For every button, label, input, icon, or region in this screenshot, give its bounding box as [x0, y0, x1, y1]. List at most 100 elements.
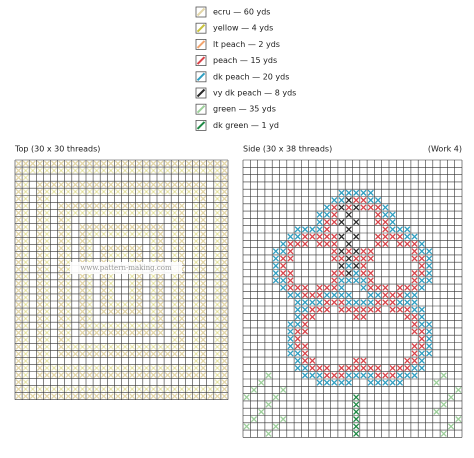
stitch — [36, 343, 43, 350]
stitch — [114, 343, 121, 350]
stitch — [171, 273, 178, 280]
stitch — [323, 240, 331, 248]
stitch — [114, 188, 121, 195]
stitch — [114, 301, 121, 308]
stitch — [65, 273, 72, 280]
stitch — [58, 231, 65, 238]
stitch — [58, 322, 65, 329]
stitch — [214, 301, 221, 308]
stitch — [157, 167, 164, 174]
stitch — [367, 189, 374, 196]
stitch — [93, 343, 100, 350]
stitch — [86, 301, 93, 308]
stitch — [150, 188, 157, 195]
stitch — [22, 287, 29, 294]
stitch — [93, 231, 100, 238]
stitch — [22, 252, 29, 259]
stitch — [150, 223, 157, 230]
legend-stitch — [196, 56, 206, 65]
stitch — [171, 301, 178, 308]
stitch — [15, 379, 22, 386]
stitch — [22, 294, 29, 301]
stitch — [65, 343, 72, 350]
stitch — [22, 231, 29, 238]
stitch — [36, 181, 43, 188]
stitch — [214, 174, 221, 181]
stitch — [214, 231, 221, 238]
stitch — [15, 280, 22, 287]
stitch — [107, 294, 114, 301]
stitch — [43, 231, 50, 238]
stitch — [171, 343, 178, 350]
stitch — [136, 343, 143, 350]
stitch — [157, 188, 164, 195]
stitch — [171, 308, 178, 315]
stitch — [338, 270, 345, 277]
stitch — [65, 301, 72, 308]
stitch — [345, 364, 352, 372]
stitch — [150, 280, 157, 287]
stitch — [157, 343, 164, 350]
stitch — [404, 306, 411, 313]
stitch — [171, 209, 178, 216]
stitch — [157, 188, 164, 195]
stitch — [345, 197, 352, 204]
stitch — [214, 294, 221, 301]
stitch — [65, 308, 72, 315]
stitch — [171, 372, 178, 379]
stitch — [79, 209, 86, 216]
stitch — [150, 245, 157, 252]
stitch — [114, 202, 121, 209]
stitch — [193, 308, 200, 315]
stitch — [143, 160, 150, 167]
stitch — [389, 372, 396, 379]
stitch — [171, 252, 178, 259]
stitch — [129, 343, 136, 350]
stitch — [193, 294, 200, 301]
stitch — [323, 306, 331, 313]
stitch — [157, 315, 164, 322]
stitch — [58, 386, 65, 393]
stitch — [221, 231, 228, 238]
stitch — [36, 372, 43, 379]
stitch — [418, 255, 425, 262]
stitch — [287, 321, 294, 328]
stitch — [143, 350, 150, 357]
stitch — [389, 218, 396, 226]
stitch — [65, 294, 72, 301]
stitch — [258, 408, 265, 415]
stitch — [374, 197, 382, 204]
stitch — [65, 329, 72, 336]
stitch — [43, 322, 50, 329]
stitch — [353, 408, 360, 415]
stitch — [72, 209, 79, 216]
stitch — [411, 350, 418, 357]
stitch — [114, 167, 121, 174]
stitch — [221, 393, 228, 400]
stitch — [374, 218, 382, 226]
stitch — [129, 364, 136, 371]
stitch — [114, 386, 121, 393]
stitch — [396, 240, 404, 248]
stitch — [107, 188, 114, 195]
stitch — [22, 167, 29, 174]
stitch — [185, 393, 192, 400]
stitch — [171, 216, 178, 223]
stitch — [214, 280, 221, 287]
stitch — [185, 160, 192, 167]
stitch — [404, 357, 411, 364]
stitch — [65, 386, 72, 393]
stitch — [72, 188, 79, 195]
stitch — [221, 195, 228, 202]
stitch — [323, 284, 331, 291]
stitch — [65, 216, 72, 223]
stitch — [221, 308, 228, 315]
stitch — [150, 209, 157, 216]
stitch — [345, 262, 352, 269]
side-label: Side (30 x 38 threads) — [243, 145, 332, 154]
stitch — [353, 306, 360, 313]
stitch — [129, 188, 136, 195]
stitch — [86, 280, 93, 287]
stitch — [79, 364, 86, 371]
stitch — [389, 233, 396, 240]
